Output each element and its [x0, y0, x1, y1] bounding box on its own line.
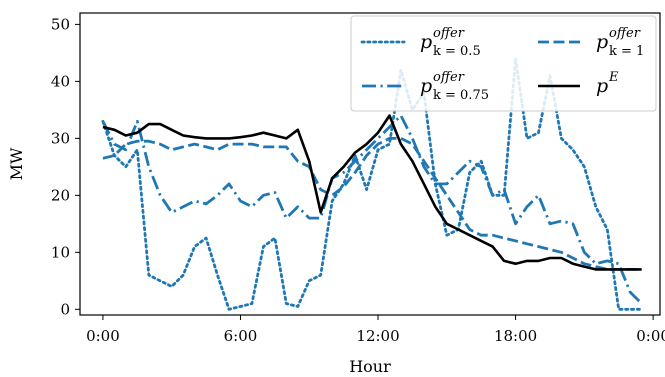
legend-label-3: p	[596, 31, 608, 53]
series-line-4	[102, 114, 642, 271]
x-tick-label: 6:00	[224, 327, 258, 345]
x-tick-label: 0:00	[86, 327, 120, 345]
y-axis-label: MW	[7, 147, 26, 180]
legend-label-sup-3: offer	[609, 26, 641, 41]
x-axis-label: Hour	[349, 357, 391, 376]
legend-label-sup-2: offer	[433, 70, 465, 85]
legend-label-sub-2: k = 0.75	[433, 88, 489, 103]
y-axis: 0 10 20 30 40 50	[51, 15, 80, 318]
y-tick-label: 0	[60, 300, 70, 318]
y-tick-label: 10	[51, 243, 70, 261]
legend-label-4: p	[596, 75, 608, 97]
legend-label-sub-1: k = 0.5	[433, 44, 481, 59]
y-tick-label: 30	[51, 129, 70, 147]
y-tick-label: 20	[51, 186, 70, 204]
x-tick-label: 0:00	[636, 327, 665, 345]
y-tick-label: 40	[51, 72, 70, 90]
legend-label-sup-4: E	[608, 70, 619, 85]
x-axis: 0:00 6:00 12:00 18:00 0:00	[86, 315, 665, 345]
series-line-2	[101, 114, 643, 305]
legend-label-1: p	[420, 31, 432, 53]
legend-label-sup-1: offer	[433, 26, 465, 41]
x-tick-label: 12:00	[356, 327, 399, 345]
x-tick-label: 18:00	[494, 327, 537, 345]
legend-label-2: p	[420, 75, 432, 97]
y-tick-label: 50	[51, 15, 70, 33]
plot-frame	[79, 12, 661, 316]
series-line-3	[102, 136, 642, 271]
legend-label-sub-3: k = 1	[609, 44, 644, 59]
